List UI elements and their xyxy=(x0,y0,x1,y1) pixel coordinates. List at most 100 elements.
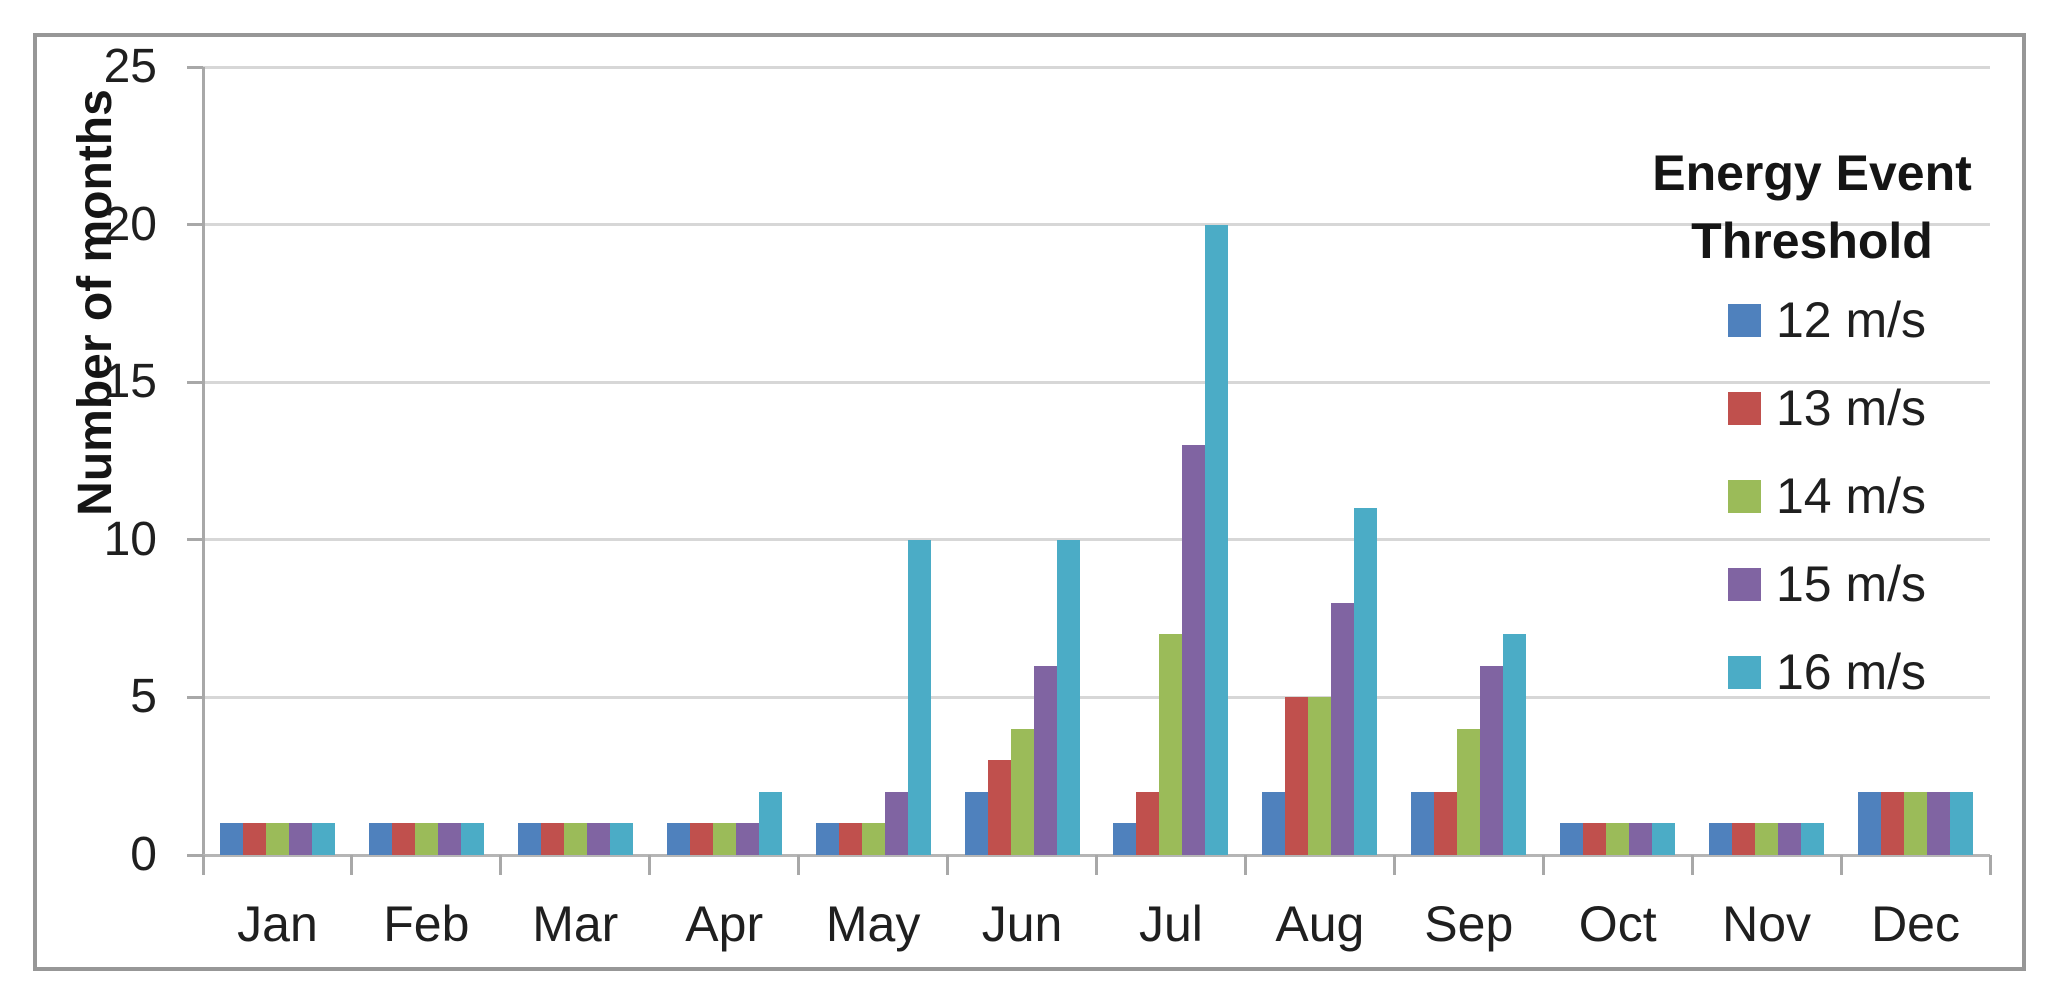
gridline xyxy=(203,695,1990,699)
x-tick-label: Oct xyxy=(1578,896,1657,952)
bar-nov-14ms xyxy=(1755,823,1779,855)
x-tick-mark xyxy=(1541,855,1545,875)
bar-aug-13ms xyxy=(1285,697,1309,855)
y-tick-mark xyxy=(187,853,203,857)
x-tick-mark xyxy=(499,855,503,875)
bar-apr-14ms xyxy=(712,823,736,855)
bar-nov-12ms xyxy=(1709,823,1733,855)
bar-dec-14ms xyxy=(1904,791,1928,855)
bar-may-16ms xyxy=(907,539,931,855)
legend-item: 16 m/s xyxy=(1728,642,2002,702)
bar-oct-16ms xyxy=(1652,823,1676,855)
bar-sep-16ms xyxy=(1503,634,1527,855)
y-axis-title: Number of months xyxy=(68,88,122,516)
bar-mar-12ms xyxy=(517,823,541,855)
legend-swatch xyxy=(1728,655,1761,689)
x-tick-label: Jul xyxy=(1138,896,1203,952)
gridline xyxy=(203,223,1990,227)
legend-item: 14 m/s xyxy=(1728,466,2002,526)
bar-jan-16ms xyxy=(311,823,335,855)
bar-jun-13ms xyxy=(987,760,1011,855)
x-tick-label: Dec xyxy=(1871,896,1960,952)
bar-jan-12ms xyxy=(219,823,243,855)
x-tick-mark xyxy=(1690,855,1694,875)
y-axis-title-wrap: Number of months xyxy=(55,89,135,516)
bar-feb-16ms xyxy=(460,823,484,855)
bar-mar-15ms xyxy=(586,823,610,855)
bar-may-12ms xyxy=(815,823,839,855)
x-tick-mark xyxy=(648,855,652,875)
x-tick-label: Feb xyxy=(383,896,470,952)
chart-frame: Number of months 0 5 10 15 20 25 Jan Feb Mar Apr M… xyxy=(33,33,2026,971)
y-axis-line xyxy=(201,67,205,875)
x-tick-label: Jun xyxy=(981,896,1063,952)
x-tick-label: May xyxy=(825,896,921,952)
bar-mar-13ms xyxy=(540,823,564,855)
bar-jun-14ms xyxy=(1010,728,1034,855)
bar-sep-12ms xyxy=(1411,791,1435,855)
bar-aug-14ms xyxy=(1308,697,1332,855)
gridline xyxy=(203,65,1990,69)
bar-jan-15ms xyxy=(288,823,312,855)
legend-item: 15 m/s xyxy=(1728,554,2002,614)
bar-aug-15ms xyxy=(1331,602,1355,855)
bar-dec-15ms xyxy=(1927,791,1951,855)
bar-jan-14ms xyxy=(265,823,289,855)
bar-jul-15ms xyxy=(1182,445,1206,855)
x-tick-mark xyxy=(350,855,354,875)
bar-oct-14ms xyxy=(1606,823,1630,855)
legend-swatch xyxy=(1728,567,1761,601)
bar-feb-13ms xyxy=(391,823,415,855)
bar-aug-12ms xyxy=(1262,791,1286,855)
legend-item-label: 16 m/s xyxy=(1776,644,1927,700)
x-tick-mark xyxy=(1839,855,1843,875)
bar-feb-12ms xyxy=(368,823,392,855)
y-tick-label: 25 xyxy=(103,40,157,93)
legend-item-label: 15 m/s xyxy=(1776,556,1927,612)
bar-jul-14ms xyxy=(1159,634,1183,855)
bar-apr-16ms xyxy=(758,791,782,855)
bar-nov-13ms xyxy=(1732,823,1756,855)
y-tick-mark xyxy=(187,380,203,384)
x-tick-mark xyxy=(946,855,950,875)
bar-sep-13ms xyxy=(1434,791,1458,855)
gridline xyxy=(203,380,1990,384)
bar-dec-13ms xyxy=(1881,791,1905,855)
legend-item-label: 13 m/s xyxy=(1776,380,1927,436)
x-tick-label: Sep xyxy=(1424,896,1514,952)
bar-apr-12ms xyxy=(666,823,690,855)
bar-jul-16ms xyxy=(1205,224,1229,855)
legend-item-label: 14 m/s xyxy=(1776,468,1927,524)
bar-jun-12ms xyxy=(964,791,988,855)
y-tick-label: 0 xyxy=(130,828,157,881)
legend-item-label: 12 m/s xyxy=(1776,292,1927,348)
y-tick-label: 15 xyxy=(103,355,157,409)
plot-area: Number of months 0 5 10 15 20 25 Jan Feb Mar Apr M… xyxy=(37,37,2022,967)
bar-apr-15ms xyxy=(735,823,759,855)
x-tick-mark xyxy=(1988,855,1992,875)
bar-dec-12ms xyxy=(1858,791,1882,855)
legend-item: 13 m/s xyxy=(1728,378,2002,438)
bar-feb-14ms xyxy=(414,823,438,855)
y-tick-label: 10 xyxy=(103,512,157,566)
x-tick-label: Mar xyxy=(532,896,619,952)
bar-may-14ms xyxy=(861,823,885,855)
bar-mar-16ms xyxy=(609,823,633,855)
gridline xyxy=(203,538,1990,542)
y-tick-mark xyxy=(187,65,203,69)
y-tick-label: 20 xyxy=(103,197,157,251)
x-tick-label: Aug xyxy=(1275,896,1365,952)
x-tick-mark xyxy=(797,855,801,875)
bar-jun-16ms xyxy=(1056,539,1080,855)
bar-mar-14ms xyxy=(563,823,587,855)
legend-title: Energy Event Threshold xyxy=(1652,145,1972,269)
legend-swatch xyxy=(1728,303,1761,337)
y-tick-mark xyxy=(187,695,203,699)
bar-oct-13ms xyxy=(1583,823,1607,855)
legend-swatch xyxy=(1728,391,1761,425)
x-tick-mark xyxy=(201,855,205,875)
bar-nov-16ms xyxy=(1801,823,1825,855)
y-tick-mark xyxy=(187,223,203,227)
y-tick-label: 5 xyxy=(130,670,157,724)
